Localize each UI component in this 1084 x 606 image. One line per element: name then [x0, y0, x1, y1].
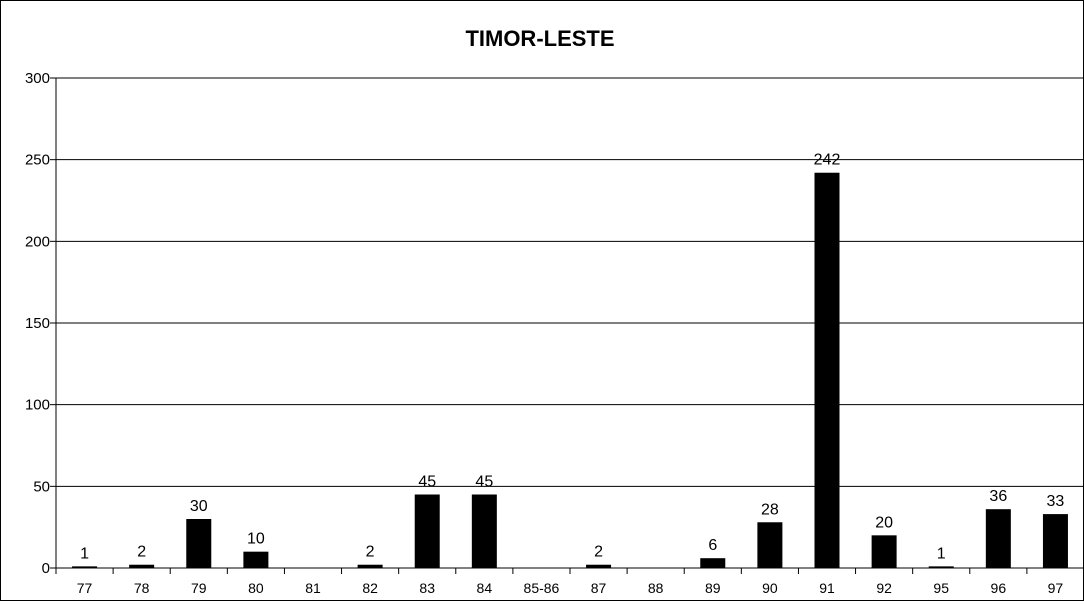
x-tick-label: 78: [134, 580, 150, 596]
data-label: 28: [761, 501, 779, 518]
bar-83: [414, 494, 440, 568]
data-label: 6: [708, 537, 717, 554]
bar-97: [1042, 514, 1068, 568]
data-label: 242: [814, 152, 841, 169]
x-tick-label: 79: [191, 580, 207, 596]
x-tick-label: 95: [933, 580, 949, 596]
chart-title: TIMOR-LESTE: [465, 26, 614, 51]
bar-90: [757, 522, 783, 568]
x-tick-label: 84: [477, 580, 493, 596]
x-tick-label: 89: [705, 580, 721, 596]
x-tick-label: 81: [305, 580, 321, 596]
x-tick-label: 97: [1048, 580, 1064, 596]
bar-82: [357, 564, 383, 568]
x-tick-label: 83: [419, 580, 435, 596]
bar-77: [72, 566, 98, 568]
y-tick-label: 300: [25, 70, 50, 87]
x-tick-label: 90: [762, 580, 778, 596]
data-label: 10: [247, 531, 265, 548]
x-tick-label: 91: [819, 580, 835, 596]
bars: [72, 172, 1068, 568]
x-tick-label: 80: [248, 580, 264, 596]
data-label: 36: [989, 488, 1007, 505]
x-tick-label: 87: [591, 580, 607, 596]
bar-91: [814, 172, 840, 568]
x-tick-label: 82: [362, 580, 378, 596]
data-label: 45: [418, 474, 436, 491]
data-label: 33: [1047, 493, 1065, 510]
x-tick-label: 92: [876, 580, 892, 596]
x-tick-label: 88: [648, 580, 664, 596]
y-tick-label: 250: [25, 152, 50, 169]
bar-87: [586, 564, 612, 568]
gridlines: [56, 77, 1084, 487]
bar-84: [471, 494, 497, 568]
data-label: 1: [80, 545, 89, 562]
y-tick-label: 200: [25, 233, 50, 250]
bar-79: [186, 519, 212, 568]
bar-80: [243, 551, 269, 568]
bar-96: [985, 509, 1011, 568]
x-axis-ticks: 77 78 79 80 81 82 83 84 85-86 87 88 89 90 91 92 95 96 97: [77, 568, 1084, 596]
bar-89: [700, 558, 726, 568]
data-label: 45: [475, 474, 493, 491]
y-tick-label: 50: [33, 478, 50, 495]
y-axis-ticks: 0 50 100 150 200 250 300: [25, 70, 56, 577]
x-tick-label: 77: [77, 580, 93, 596]
data-labels: 1 2 30 10 2 45 45 2 6 28 242 20 1 36 33: [80, 152, 1064, 563]
bar-78: [129, 564, 155, 568]
x-tick-label: 96: [991, 580, 1007, 596]
data-label: 20: [875, 514, 893, 531]
bar-92: [871, 535, 897, 568]
y-tick-label: 0: [42, 560, 50, 577]
data-label: 30: [190, 498, 208, 515]
data-label: 2: [366, 544, 375, 561]
data-label: 2: [137, 544, 146, 561]
y-tick-label: 100: [25, 397, 50, 414]
data-label: 1: [937, 545, 946, 562]
x-tick-label: 85-86: [524, 580, 560, 596]
data-label: 2: [594, 544, 603, 561]
y-tick-label: 150: [25, 315, 50, 332]
bar-95: [928, 566, 954, 568]
